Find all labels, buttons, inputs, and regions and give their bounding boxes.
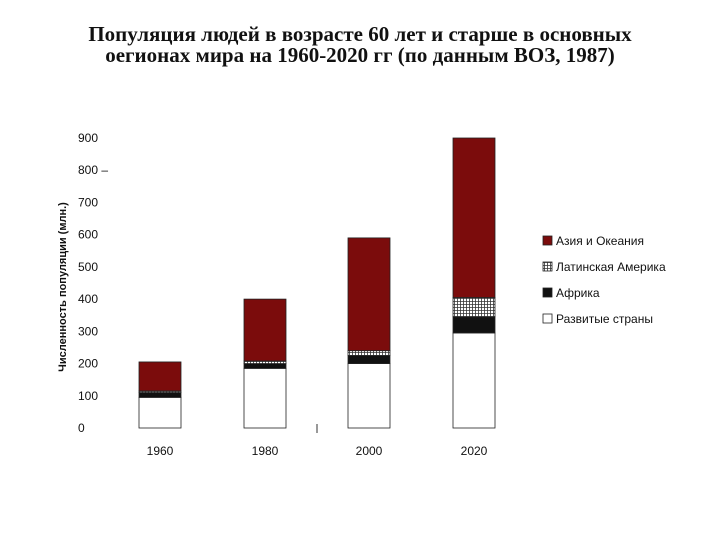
x-tick-label: 2020 <box>461 444 488 458</box>
bar-segment <box>138 361 182 392</box>
y-tick-label: 700 <box>78 195 98 209</box>
legend-swatch <box>542 235 553 246</box>
x-tick-label: 1960 <box>147 444 174 458</box>
y-tick-label: 800 – <box>78 163 108 177</box>
y-tick-label: 600 <box>78 228 98 242</box>
y-tick-label: 200 <box>78 357 98 371</box>
y-tick-label: 0 <box>78 421 85 435</box>
legend-swatch <box>542 261 553 272</box>
y-tick-label: 400 <box>78 292 98 306</box>
legend-swatch <box>542 313 553 324</box>
bars-layer <box>138 137 496 429</box>
x-axis-ticks: 1960 1980 2000 2020 <box>147 444 488 458</box>
y-axis-label: Численность популяции (млн.) <box>57 202 69 372</box>
bar-segment <box>138 396 182 429</box>
bar-segment <box>347 237 391 352</box>
bar-segment <box>243 363 287 369</box>
bar-segment <box>452 137 496 298</box>
legend: Азия и Океания Латинская Америка Африка Раз… <box>542 234 666 326</box>
x-tick-label: 2000 <box>356 444 383 458</box>
y-tick-label: 300 <box>78 324 98 338</box>
title-line-2: оегионах мира на 1960-2020 гг (по данным… <box>105 43 615 67</box>
bar-segment <box>347 355 391 364</box>
bar-segment <box>347 363 391 429</box>
bar-segment <box>138 392 182 398</box>
legend-label: Африка <box>556 286 600 300</box>
y-axis-ticks: 0 100 200 300 400 500 600 700 800 – 900 <box>78 131 108 435</box>
y-tick-label: 500 <box>78 260 98 274</box>
title-line-1: Популяция людей в возрасте 60 лет и стар… <box>88 22 632 46</box>
legend-swatch <box>542 287 553 298</box>
bar-segment <box>452 332 496 429</box>
legend-label: Латинская Америка <box>556 260 666 274</box>
bar-segment <box>452 316 496 334</box>
y-tick-label: 900 <box>78 131 98 145</box>
legend-label: Развитые страны <box>556 312 653 326</box>
bar-segment <box>243 367 287 429</box>
chart-title: Популяция людей в возрасте 60 лет и стар… <box>10 24 710 66</box>
bar-segment <box>452 297 496 318</box>
bar-segment <box>347 350 391 356</box>
bar-segment <box>243 298 287 362</box>
legend-label: Азия и Океания <box>556 234 644 248</box>
y-tick-label: 100 <box>78 389 98 403</box>
x-tick-label: 1980 <box>252 444 279 458</box>
